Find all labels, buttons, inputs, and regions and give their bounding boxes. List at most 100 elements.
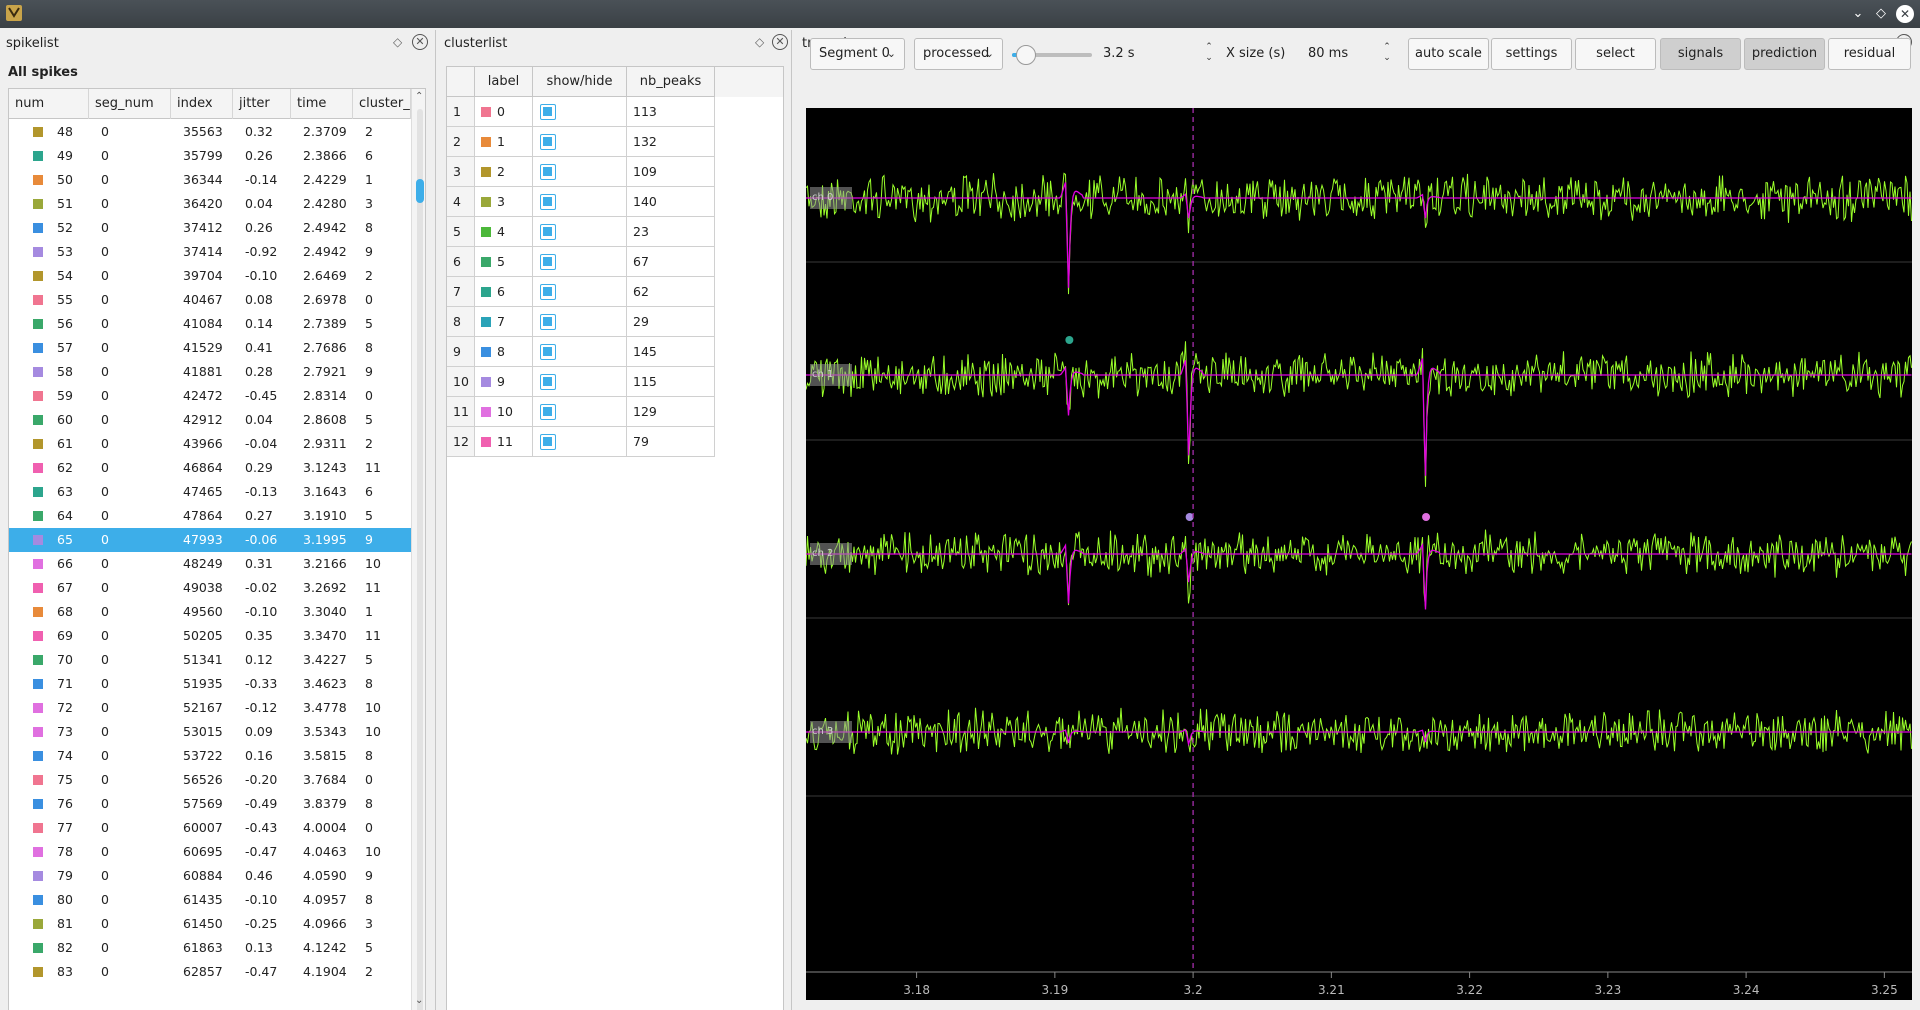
row-number[interactable]: 11 <box>447 397 475 427</box>
cell-label[interactable]: 6 <box>475 277 533 307</box>
table-row[interactable]: 62 0 46864 0.29 3.1243 11 <box>9 456 411 480</box>
cell-label[interactable]: 10 <box>475 397 533 427</box>
show-hide-checkbox[interactable] <box>540 194 556 210</box>
cell-label[interactable]: 7 <box>475 307 533 337</box>
row-number[interactable]: 7 <box>447 277 475 307</box>
table-row[interactable]: 5 4 23 <box>447 217 783 247</box>
row-number[interactable]: 2 <box>447 127 475 157</box>
row-number[interactable]: 6 <box>447 247 475 277</box>
cell-label[interactable]: 5 <box>475 247 533 277</box>
show-hide-checkbox[interactable] <box>540 434 556 450</box>
xsize-spinbox[interactable]: 80 ms <box>1308 46 1349 61</box>
prediction-toggle[interactable]: prediction <box>1744 38 1825 70</box>
table-row[interactable]: 52 0 37412 0.26 2.4942 8 <box>9 216 411 240</box>
table-row[interactable]: 50 0 36344 -0.14 2.4229 1 <box>9 168 411 192</box>
table-row[interactable]: 61 0 43966 -0.04 2.9311 2 <box>9 432 411 456</box>
close-window-button[interactable]: ✕ <box>1896 5 1914 23</box>
cell-label[interactable]: 11 <box>475 427 533 457</box>
show-hide-checkbox[interactable] <box>540 374 556 390</box>
cell-label[interactable]: 3 <box>475 187 533 217</box>
table-row[interactable]: 10 9 115 <box>447 367 783 397</box>
show-hide-checkbox[interactable] <box>540 284 556 300</box>
table-row[interactable]: 58 0 41881 0.28 2.7921 9 <box>9 360 411 384</box>
table-row[interactable]: 4 3 140 <box>447 187 783 217</box>
time-spinbox-arrows-icon[interactable]: ⌃ ⌄ <box>1205 42 1213 63</box>
column-header-cluster[interactable]: cluster_ <box>353 89 411 119</box>
table-row[interactable]: 67 0 49038 -0.02 3.2692 11 <box>9 576 411 600</box>
time-slider-handle[interactable] <box>1016 45 1036 65</box>
close-icon[interactable]: ✕ <box>412 34 428 50</box>
table-row[interactable]: 75 0 56526 -0.20 3.7684 0 <box>9 768 411 792</box>
scrollbar-track[interactable] <box>417 109 423 1010</box>
row-number[interactable]: 4 <box>447 187 475 217</box>
table-row[interactable]: 56 0 41084 0.14 2.7389 5 <box>9 312 411 336</box>
trace-plot[interactable]: 3.18 3.19 3.2 3.21 3.22 3.23 3.24 3.25 ch 0 ch 1… <box>806 108 1912 1000</box>
column-header-show-hide[interactable]: show/hide <box>533 67 627 97</box>
table-row[interactable]: 11 10 129 <box>447 397 783 427</box>
table-row[interactable]: 12 11 79 <box>447 427 783 457</box>
column-header-index[interactable]: index <box>171 89 233 119</box>
table-row[interactable]: 1 0 113 <box>447 97 783 127</box>
settings-button[interactable]: settings <box>1491 38 1572 70</box>
signals-toggle[interactable]: signals <box>1660 38 1741 70</box>
cluster-table[interactable]: label show/hide nb_peaks 1 0 113 2 1 132 3 2 109… <box>446 66 784 1010</box>
table-row[interactable]: 6 5 67 <box>447 247 783 277</box>
vertical-scrollbar[interactable]: ⌃ ⌄ <box>411 89 425 1010</box>
cell-label[interactable]: 0 <box>475 97 533 127</box>
scroll-down-icon[interactable]: ⌄ <box>415 995 424 1006</box>
row-number[interactable]: 10 <box>447 367 475 397</box>
show-hide-checkbox[interactable] <box>540 404 556 420</box>
table-row[interactable]: 76 0 57569 -0.49 3.8379 8 <box>9 792 411 816</box>
float-icon[interactable]: ◇ <box>393 35 403 49</box>
cell-label[interactable]: 4 <box>475 217 533 247</box>
signal-mode-select[interactable]: processed ⌄ <box>914 38 1003 70</box>
time-spinbox[interactable]: 3.2 s <box>1103 46 1135 61</box>
table-row[interactable]: 65 0 47993 -0.06 3.1995 9 <box>9 528 411 552</box>
row-number[interactable]: 12 <box>447 427 475 457</box>
show-hide-checkbox[interactable] <box>540 224 556 240</box>
column-header-jitter[interactable]: jitter <box>233 89 291 119</box>
select-button[interactable]: select <box>1575 38 1656 70</box>
show-hide-checkbox[interactable] <box>540 254 556 270</box>
show-hide-checkbox[interactable] <box>540 104 556 120</box>
table-row[interactable]: 83 0 62857 -0.47 4.1904 2 <box>9 960 411 984</box>
row-number[interactable]: 5 <box>447 217 475 247</box>
column-header-time[interactable]: time <box>291 89 353 119</box>
spike-table[interactable]: num seg_num index jitter time cluster_ 4… <box>8 88 426 1010</box>
xsize-spinbox-arrows-icon[interactable]: ⌃ ⌄ <box>1383 42 1391 63</box>
table-row[interactable]: 3 2 109 <box>447 157 783 187</box>
show-hide-checkbox[interactable] <box>540 164 556 180</box>
table-row[interactable]: 77 0 60007 -0.43 4.0004 0 <box>9 816 411 840</box>
table-row[interactable]: 48 0 35563 0.32 2.3709 2 <box>9 120 411 144</box>
row-number[interactable]: 3 <box>447 157 475 187</box>
table-row[interactable]: 55 0 40467 0.08 2.6978 0 <box>9 288 411 312</box>
table-row[interactable]: 2 1 132 <box>447 127 783 157</box>
trace-svg[interactable]: 3.18 3.19 3.2 3.21 3.22 3.23 3.24 3.25 <box>806 108 1912 1000</box>
table-row[interactable]: 9 8 145 <box>447 337 783 367</box>
close-icon[interactable]: ✕ <box>772 34 788 50</box>
minimize-button[interactable]: ⌄ <box>1852 6 1864 21</box>
cell-label[interactable]: 1 <box>475 127 533 157</box>
table-row[interactable]: 70 0 51341 0.12 3.4227 5 <box>9 648 411 672</box>
table-row[interactable]: 81 0 61450 -0.25 4.0966 3 <box>9 912 411 936</box>
table-row[interactable]: 68 0 49560 -0.10 3.3040 1 <box>9 600 411 624</box>
table-row[interactable]: 49 0 35799 0.26 2.3866 6 <box>9 144 411 168</box>
cell-label[interactable]: 9 <box>475 367 533 397</box>
table-row[interactable]: 71 0 51935 -0.33 3.4623 8 <box>9 672 411 696</box>
table-row[interactable]: 51 0 36420 0.04 2.4280 3 <box>9 192 411 216</box>
cell-label[interactable]: 2 <box>475 157 533 187</box>
scroll-up-icon[interactable]: ⌃ <box>415 91 424 102</box>
table-row[interactable]: 73 0 53015 0.09 3.5343 10 <box>9 720 411 744</box>
table-row[interactable]: 66 0 48249 0.31 3.2166 10 <box>9 552 411 576</box>
row-number[interactable]: 9 <box>447 337 475 367</box>
residual-toggle[interactable]: residual <box>1828 38 1911 70</box>
table-row[interactable]: 74 0 53722 0.16 3.5815 8 <box>9 744 411 768</box>
table-row[interactable]: 82 0 61863 0.13 4.1242 5 <box>9 936 411 960</box>
table-row[interactable]: 80 0 61435 -0.10 4.0957 8 <box>9 888 411 912</box>
table-row[interactable]: 69 0 50205 0.35 3.3470 11 <box>9 624 411 648</box>
show-hide-checkbox[interactable] <box>540 134 556 150</box>
segment-select[interactable]: Segment 0 ⌄ <box>810 38 905 70</box>
show-hide-checkbox[interactable] <box>540 344 556 360</box>
row-number[interactable]: 8 <box>447 307 475 337</box>
scrollbar-thumb[interactable] <box>416 179 424 203</box>
